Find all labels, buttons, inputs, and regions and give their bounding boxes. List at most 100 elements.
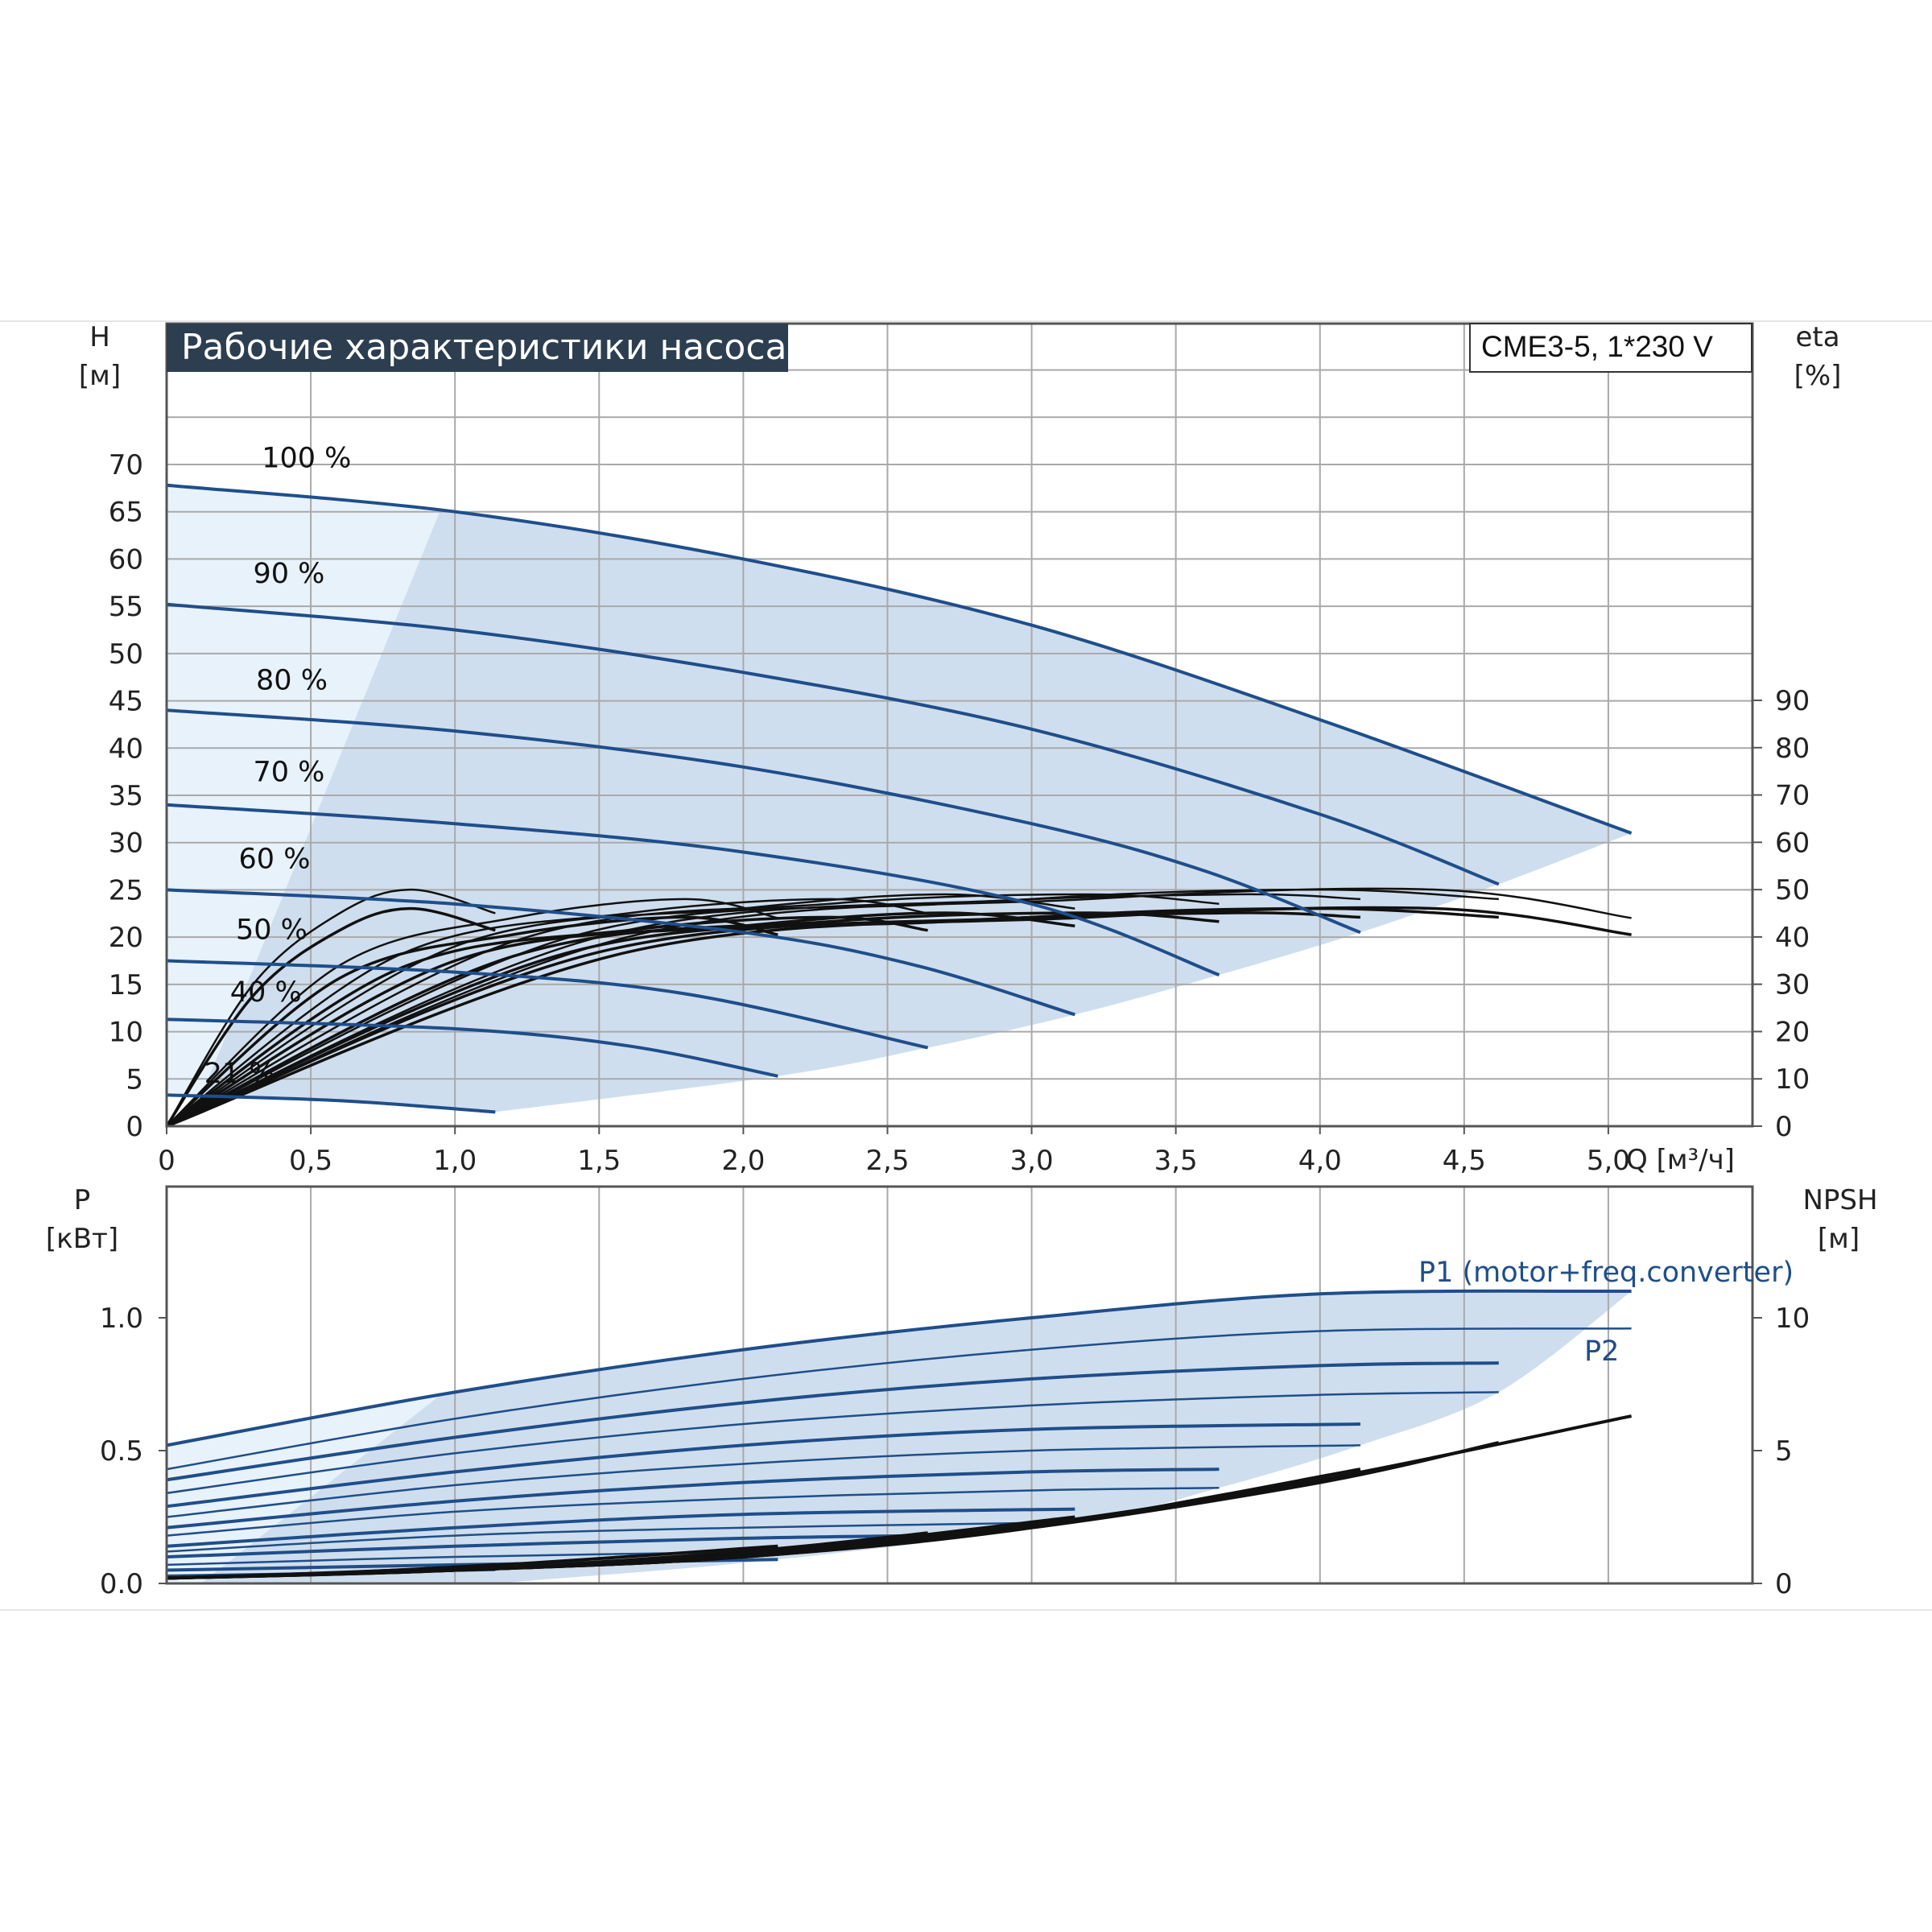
head-x-ticks: 0 0,5 1,0 1,5 2,0 2,5 3,0 3,5 4,0 4,5 5,0 [158,1126,1630,1177]
x-tick-label: 0 [158,1145,175,1177]
npsh-axis-label: NPSH [1802,1184,1877,1216]
eta-axis-unit: [%] [1794,360,1842,392]
head-plot-frame [165,322,1754,1128]
head-y-tick-label: 10 [109,1017,143,1049]
npsh-curve-7 [166,1563,496,1580]
power-curve-3 [166,1391,1499,1495]
x-tick-label: 1,5 [577,1145,621,1177]
eta-axis-label: eta [1795,321,1839,353]
x-tick-label: 2,5 [865,1145,909,1177]
head-curve-label: 50 % [236,914,308,946]
model-box [1469,323,1752,373]
head-grid [167,324,1752,1126]
head-axis-label: H [89,321,110,353]
power-curve-5 [166,1444,1360,1518]
head-y-tick-label: 40 [109,733,143,765]
power-curve-10 [166,1534,928,1558]
head-y-tick-label: 70 [109,449,143,481]
power-y-ticks: 0.0 0.5 1.0 [100,1302,167,1600]
head-curve-label: 60 % [239,843,311,875]
power-curve-6 [166,1468,1220,1530]
head-curve-3 [166,803,1220,976]
eta-y-tick-label: 90 [1775,685,1810,717]
head-curve-4 [166,888,1075,1017]
head-axis-unit: [м] [79,360,121,392]
head-curve-label: 70 % [253,756,324,788]
head-y-tick-label: 15 [109,969,143,1001]
eta-y-tick-label: 30 [1775,969,1810,1001]
p2-series-label: P2 [1584,1335,1619,1368]
head-y-tick-label: 30 [109,828,143,860]
eta-y-tick-label: 60 [1775,827,1810,859]
efficiency-curve-0 [165,888,496,1127]
head-y-tick-label: 35 [109,780,143,812]
x-tick-label: 5,0 [1587,1145,1630,1177]
power-grid [310,1187,1609,1583]
head-y-ticks: 0 5 10 15 20 25 30 35 40 45 50 55 60 65 70 [109,449,143,1143]
power-curve-4 [166,1422,1360,1509]
x-tick-label: 2,0 [721,1145,765,1177]
head-y-tick-label: 0 [126,1111,143,1143]
power-curve-9 [166,1521,1075,1553]
npsh-y-tick-label: 10 [1775,1302,1810,1335]
chart-title-box [167,324,788,372]
eta-y-tick-label: 0 [1775,1111,1793,1143]
head-curve-label: 80 % [256,664,328,696]
efficiency-curve-band [166,906,1632,1128]
efficiency-curve-7 [166,887,1632,1128]
x-tick-label: 0,5 [289,1145,332,1177]
p1-series-label: P1 (motor+freq.converter) [1418,1257,1794,1289]
x-tick-label: 3,5 [1154,1145,1198,1177]
eta-y-tick-label: 70 [1775,780,1810,812]
head-curve-label: 40 % [230,976,302,1009]
head-curve-label: 21 % [204,1058,276,1090]
x-tick-label: 3,0 [1010,1145,1054,1177]
chart-title: Рабочие характеристики насоса [181,327,786,368]
head-curve-2 [166,708,1361,935]
model-label: CME3-5, 1*230 V [1481,330,1713,363]
eta-y-tick-label: 80 [1775,733,1810,765]
head-curve-label: 90 % [253,558,324,590]
efficiency-curve-band [165,906,496,1127]
head-y-tick-label: 25 [109,874,143,906]
eta-y-tick-label: 10 [1775,1063,1810,1096]
head-curve-0 [166,483,1633,835]
head-y-tick-label: 65 [109,497,143,529]
x-tick-label: 1,0 [433,1145,477,1177]
head-curve-6 [166,1018,778,1078]
power-axis-unit: [кВт] [46,1223,118,1255]
x-tick-label: 4,0 [1298,1145,1342,1177]
npsh-y-tick-label: 0 [1775,1568,1793,1600]
head-y-tick-label: 50 [109,638,143,671]
npsh-y-ticks: 0 5 10 [1752,1302,1810,1600]
eta-y-tick-label: 20 [1775,1016,1810,1048]
power-curve-2 [166,1361,1499,1482]
head-curve-1 [166,602,1500,886]
power-chart: 0.0 0.5 1.0 0 5 10 P [кВт] NPSH [м] P1 (moto… [46,1184,1878,1600]
x-tick-label: 4,5 [1443,1145,1486,1177]
head-y-tick-label: 60 [109,543,143,576]
head-curve-7 [166,1093,496,1114]
power-plot-frame [165,1185,1754,1585]
power-curve-0 [166,1289,1632,1447]
head-operating-area [167,485,1632,1113]
power-y-tick-label: 0.5 [100,1435,143,1468]
power-curve-8 [166,1507,1075,1548]
efficiency-curve-1 [166,898,778,1127]
npsh-axis-unit: [м] [1818,1223,1860,1255]
head-light-area [167,485,441,1096]
head-y-tick-label: 20 [109,922,143,954]
flow-axis-label: Q [м³/ч] [1626,1144,1735,1176]
eta-y-ticks: 0 10 20 30 40 50 60 70 80 90 [1752,685,1810,1143]
head-curve-labels: 100 % 90 % 80 % 70 % 60 % 50 % 40 % 21 % [204,443,352,1090]
npsh-y-tick-label: 5 [1775,1435,1793,1468]
power-y-tick-label: 0.0 [100,1568,143,1600]
head-curve-label: 100 % [262,443,351,475]
head-y-tick-label: 55 [109,591,143,623]
eta-y-tick-label: 40 [1775,922,1810,954]
eta-y-tick-label: 50 [1775,874,1810,906]
power-operating-area [167,1290,1632,1583]
head-chart: 100 % 90 % 80 % 70 % 60 % 50 % 40 % 21 % 0 0,5 1,… [79,321,1842,1177]
power-curve-7 [166,1486,1220,1537]
